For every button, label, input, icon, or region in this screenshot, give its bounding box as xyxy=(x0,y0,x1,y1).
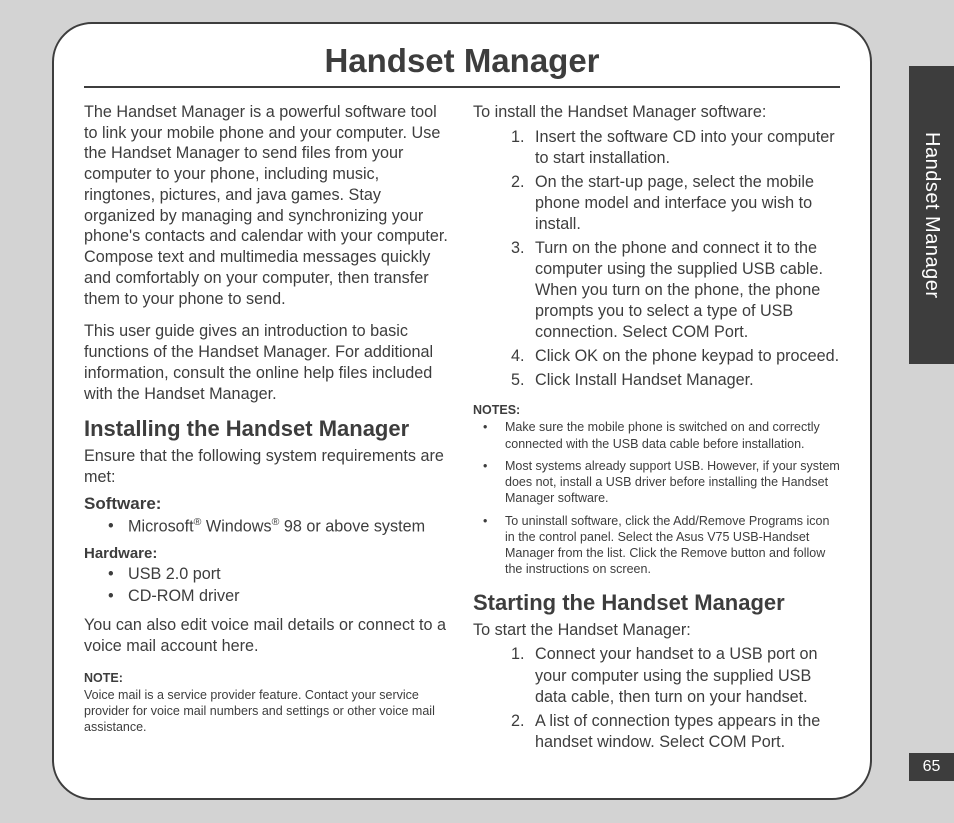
notes-item: To uninstall software, click the Add/Rem… xyxy=(477,513,840,578)
install-step: On the start-up page, select the mobile … xyxy=(529,172,840,235)
software-heading: Software: xyxy=(84,494,451,514)
install-step: Insert the software CD into your compute… xyxy=(529,127,840,169)
notes-item: Most systems already support USB. Howeve… xyxy=(477,458,840,507)
note-body: Voice mail is a service provider feature… xyxy=(84,687,451,735)
install-step: Turn on the phone and connect it to the … xyxy=(529,238,840,343)
install-step: Click OK on the phone keypad to proceed. xyxy=(529,346,840,367)
notes-label: NOTES: xyxy=(473,403,520,417)
software-item: Microsoft® Windows® 98 or above system xyxy=(112,516,451,537)
notes-block: NOTES: Make sure the mobile phone is swi… xyxy=(473,401,840,577)
hardware-item: USB 2.0 port xyxy=(112,564,451,585)
software-list: Microsoft® Windows® 98 or above system xyxy=(84,516,451,537)
install-steps: Insert the software CD into your compute… xyxy=(473,127,840,392)
page-number: 65 xyxy=(909,753,954,781)
notes-list: Make sure the mobile phone is switched o… xyxy=(473,419,840,577)
voicemail-para: You can also edit voice mail details or … xyxy=(84,615,451,656)
hardware-heading: Hardware: xyxy=(84,545,451,562)
page: Handset Manager The Handset Manager is a… xyxy=(52,22,872,800)
install-step: Click Install Handset Manager. xyxy=(529,370,840,391)
intro-para-1: The Handset Manager is a powerful softwa… xyxy=(84,102,451,309)
start-lead: To start the Handset Manager: xyxy=(473,620,840,641)
intro-para-2: This user guide gives an introduction to… xyxy=(84,321,451,404)
hardware-item: CD-ROM driver xyxy=(112,586,451,607)
note-label: NOTE: xyxy=(84,671,123,685)
notes-item: Make sure the mobile phone is switched o… xyxy=(477,419,840,452)
installing-heading: Installing the Handset Manager xyxy=(84,416,451,442)
start-step: A list of connection types appears in th… xyxy=(529,711,840,753)
right-column: To install the Handset Manager software:… xyxy=(473,102,840,763)
side-tab: Handset Manager xyxy=(909,66,954,364)
install-lead: To install the Handset Manager software: xyxy=(473,102,840,123)
columns: The Handset Manager is a powerful softwa… xyxy=(84,102,840,763)
start-step: Connect your handset to a USB port on yo… xyxy=(529,644,840,707)
starting-heading: Starting the Handset Manager xyxy=(473,590,840,616)
hardware-list: USB 2.0 port CD-ROM driver xyxy=(84,564,451,607)
ensure-para: Ensure that the following system require… xyxy=(84,446,451,487)
note-block: NOTE: Voice mail is a service provider f… xyxy=(84,669,451,735)
start-steps: Connect your handset to a USB port on yo… xyxy=(473,644,840,752)
page-title: Handset Manager xyxy=(84,42,840,88)
left-column: The Handset Manager is a powerful softwa… xyxy=(84,102,451,763)
side-tab-label: Handset Manager xyxy=(920,132,943,298)
